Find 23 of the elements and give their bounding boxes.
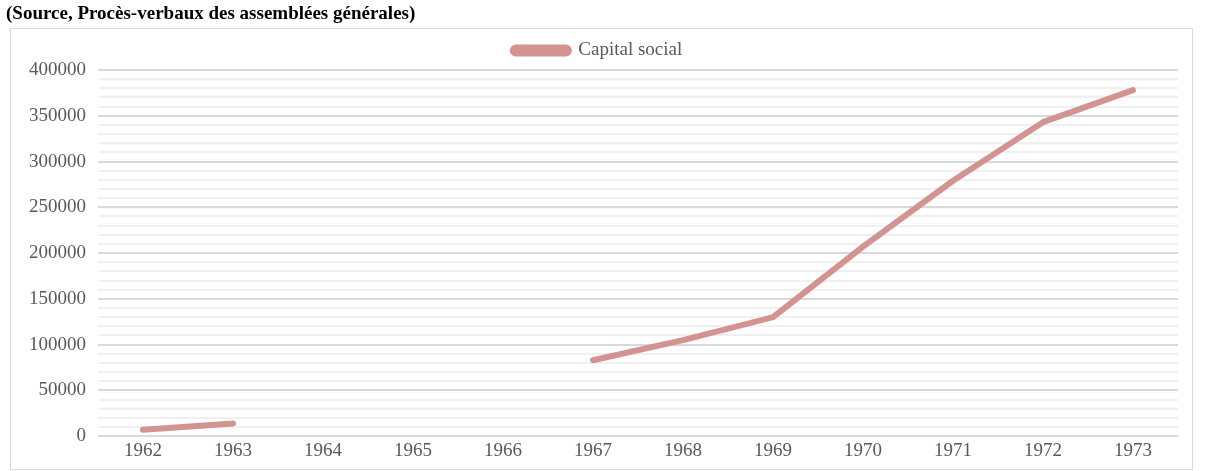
x-tick-label: 1962 [124, 438, 162, 460]
x-tick-label: 1963 [214, 438, 252, 460]
x-tick-label: 1971 [934, 438, 972, 460]
y-tick-label: 200000 [29, 241, 86, 263]
x-tick-label: 1969 [754, 438, 792, 460]
x-tick-label: 1967 [574, 438, 612, 460]
y-tick-label: 400000 [29, 57, 86, 79]
x-tick-label: 1973 [1114, 438, 1152, 460]
x-tick-label: 1964 [304, 438, 343, 460]
x-tick-label: 1970 [844, 438, 882, 460]
x-tick-label: 1968 [664, 438, 702, 460]
x-tick-label: 1972 [1024, 438, 1062, 460]
y-tick-label: 300000 [29, 149, 86, 171]
legend-label: Capital social [578, 38, 683, 60]
y-tick-label: 150000 [29, 286, 86, 308]
y-tick-label: 350000 [29, 103, 86, 125]
x-tick-label: 1965 [394, 438, 432, 460]
chart-title: (Source, Procès-verbaux des assemblées générales) [6, 2, 417, 25]
y-tick-label: 100000 [29, 332, 86, 354]
x-tick-label: 1966 [484, 438, 522, 460]
y-tick-label: 50000 [38, 378, 86, 400]
y-tick-label: 250000 [29, 195, 86, 217]
y-tick-label: 0 [76, 424, 86, 446]
